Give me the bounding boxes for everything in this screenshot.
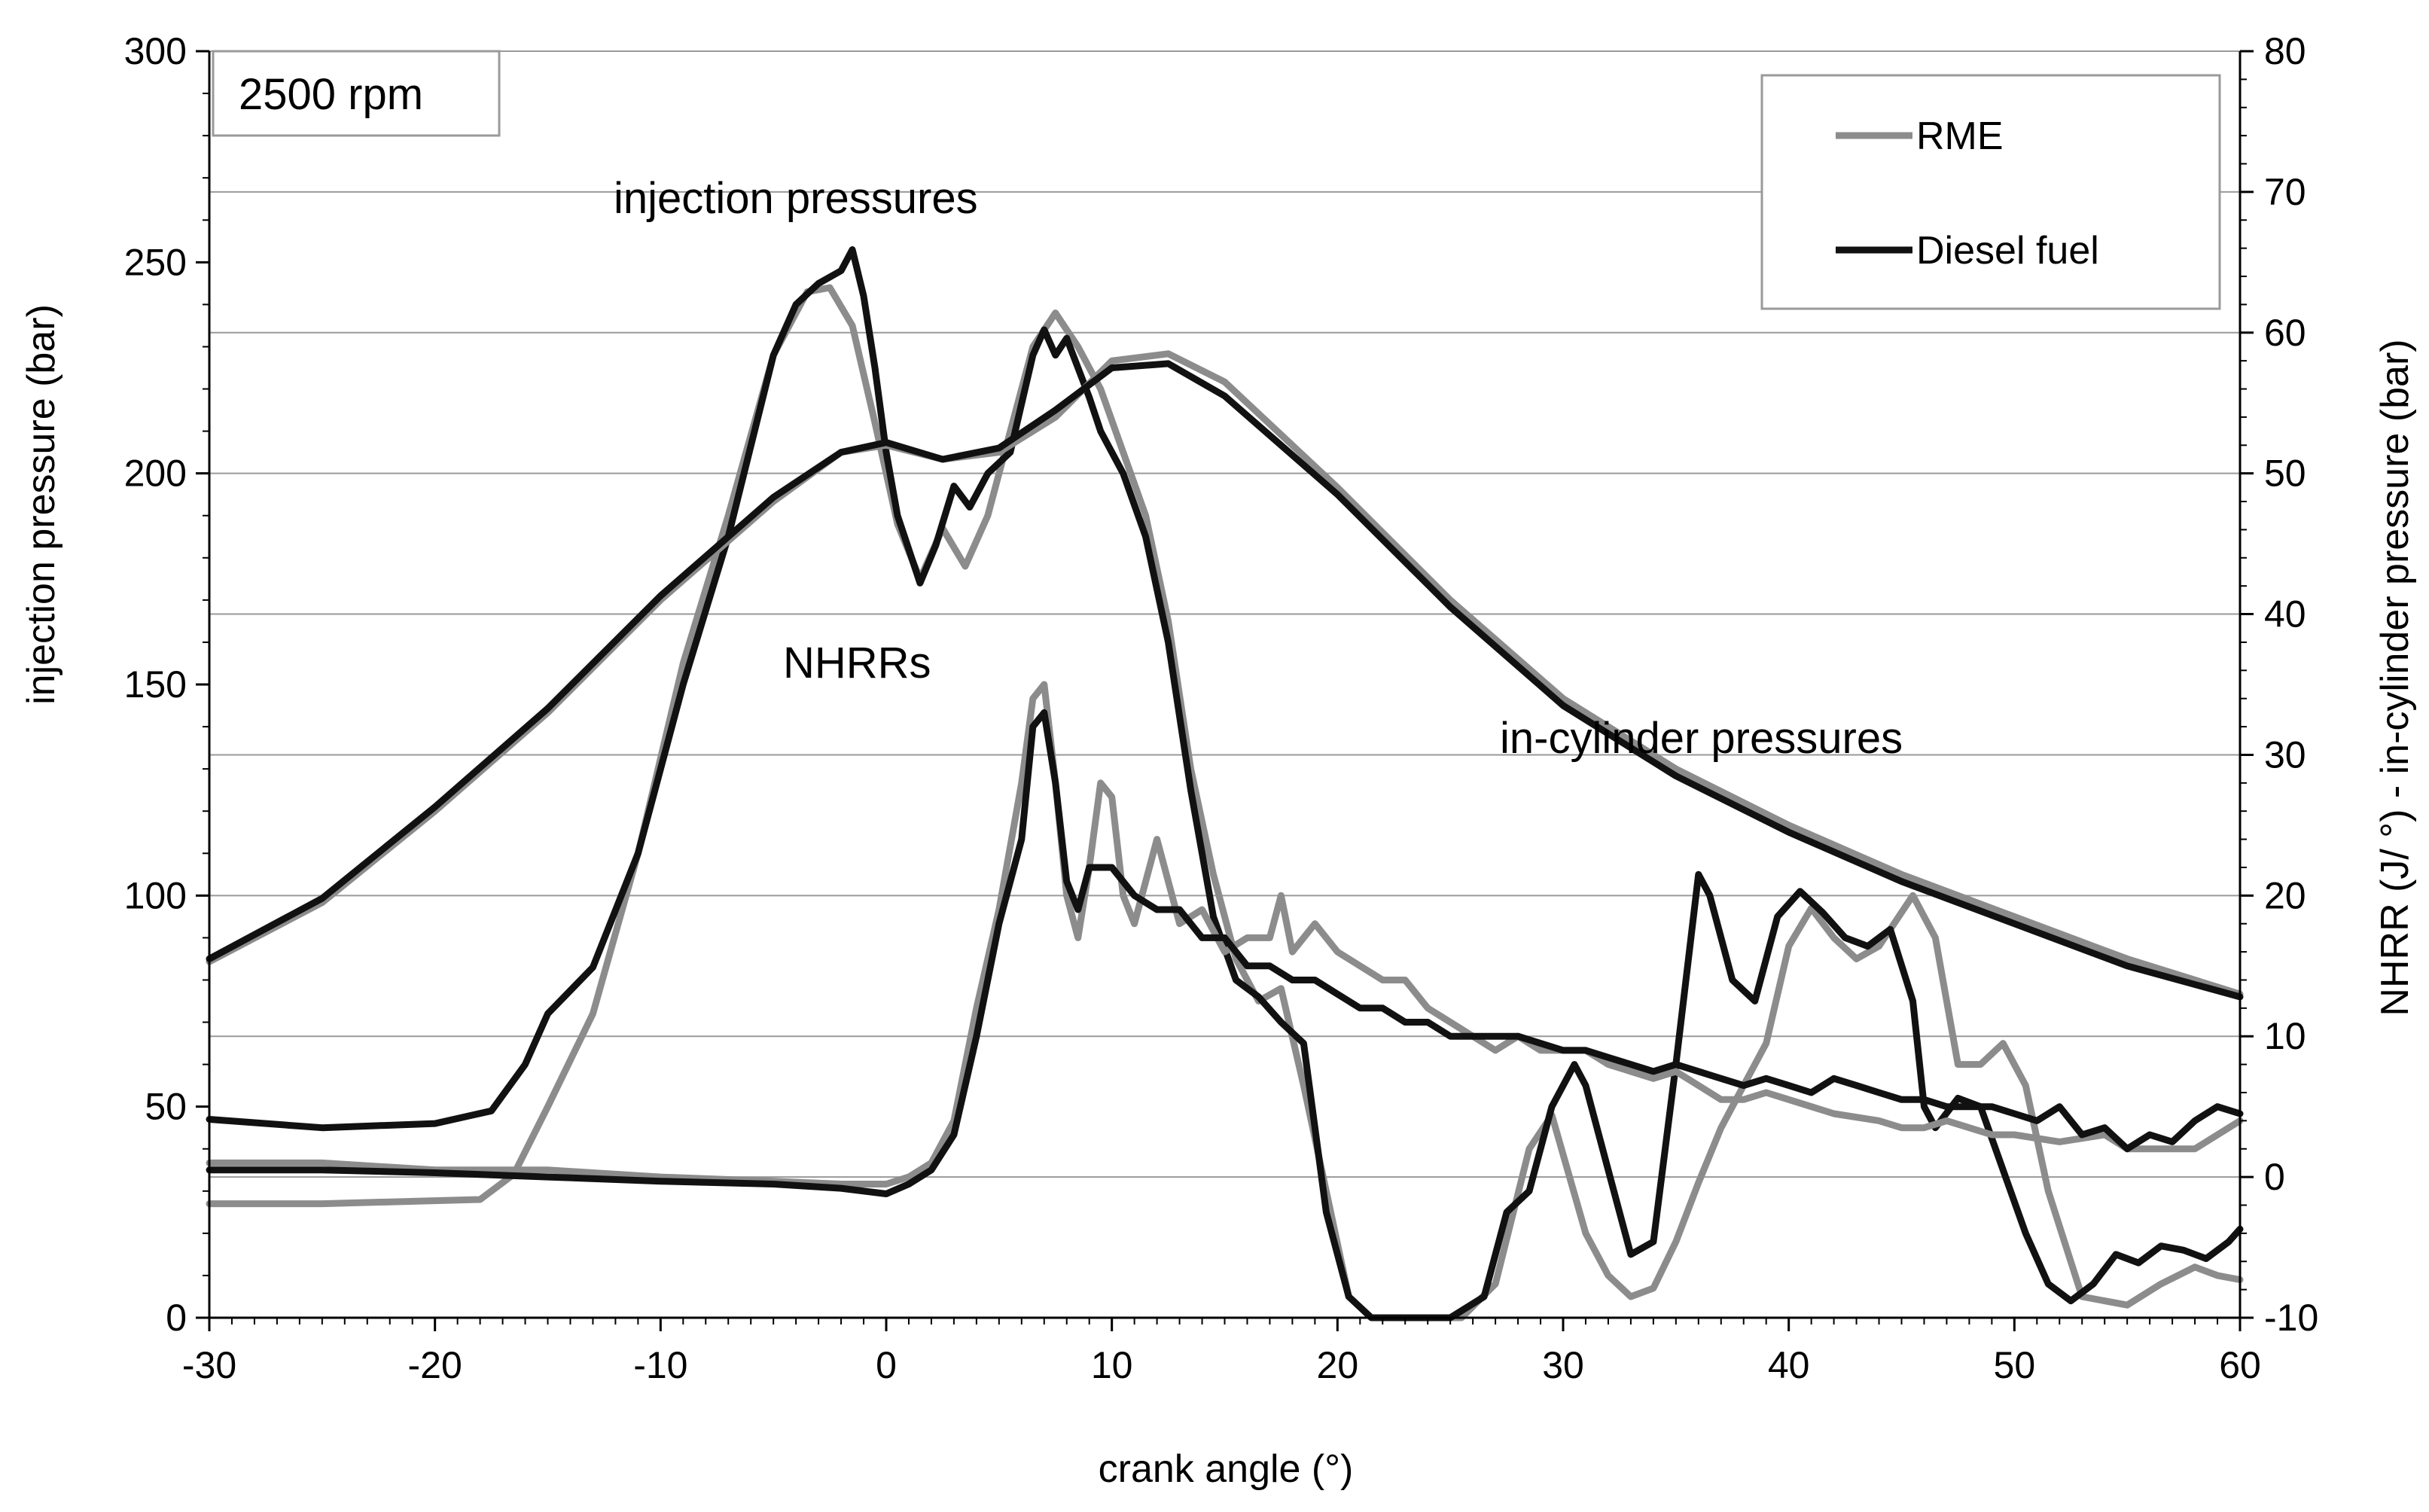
series-line-rme-nhrr [206, 681, 2244, 1187]
legend-label-diesel: Diesel fuel [1916, 229, 2099, 273]
y-left-tick-label: 200 [124, 453, 187, 495]
x-axis-title: crank angle (°) [1099, 1447, 1354, 1491]
y-left-tick-label: 0 [166, 1297, 187, 1339]
y-right-tick-label: 10 [2264, 1015, 2306, 1057]
y-left-tick-label: 50 [145, 1086, 187, 1128]
y-right-tick-label: 30 [2264, 733, 2306, 776]
y-left-tick-label: 150 [124, 663, 187, 706]
series-line-diesel-in-cylinder-pressure [206, 360, 2244, 1001]
series-line-diesel-nhrr [206, 709, 2244, 1197]
x-tick-label: -30 [182, 1344, 236, 1386]
y-axis-left-title: injection pressure (bar) [20, 304, 63, 705]
x-tick-label: 10 [1091, 1344, 1133, 1386]
y-right-tick-label: 20 [2264, 874, 2306, 916]
y-left-tick-label: 300 [124, 30, 187, 72]
grid-layer [209, 50, 2240, 1178]
x-tick-label: 50 [1994, 1344, 2036, 1386]
rpm-label: 2500 rpm [239, 70, 423, 119]
x-tick-label: 40 [1768, 1344, 1810, 1386]
series-layer [206, 246, 2244, 1321]
x-tick-label: 30 [1542, 1344, 1584, 1386]
y-right-tick-label: 80 [2264, 30, 2306, 72]
legend-frame [1760, 74, 2221, 310]
rpm-box-frame [212, 50, 501, 137]
x-tick-label: -10 [633, 1344, 687, 1386]
annotation-injection-pressures: injection pressures [614, 174, 978, 223]
y-right-tick-label: 70 [2264, 171, 2306, 213]
annotation-nhrrs: NHRRs [783, 639, 931, 687]
x-tick-label: 0 [876, 1344, 897, 1386]
series-line-diesel-injection-pressure [206, 246, 2244, 1321]
y-axis-right-title: NHRR (J/ °) - in-cylinder pressure (bar) [2373, 339, 2417, 1016]
x-tick-label: 20 [1317, 1344, 1359, 1386]
y-left-tick-label: 100 [124, 874, 187, 916]
x-tick-label: 60 [2219, 1344, 2261, 1386]
series-line-rme-injection-pressure [206, 284, 2244, 1321]
y-right-tick-label: 60 [2264, 312, 2306, 354]
y-right-tick-label: -10 [2264, 1297, 2318, 1339]
y-right-tick-label: 50 [2264, 453, 2306, 495]
y-right-tick-label: 0 [2264, 1156, 2285, 1198]
y-right-tick-label: 40 [2264, 593, 2306, 636]
legend-label-rme: RME [1916, 114, 2004, 158]
legend: RME Diesel fuel [1760, 74, 2221, 310]
y-left-tick-label: 250 [124, 241, 187, 283]
ticks-layer: -30 -20 -10 0 10 20 30 40 50 60050100150200250300… [124, 30, 2319, 1386]
series-line-rme-in-cylinder-pressure [206, 350, 2244, 998]
rpm-label-box: 2500 rpm [212, 50, 501, 137]
annotation-in-cylinder-pressures: in-cylinder pressures [1500, 714, 1903, 763]
x-tick-label: -20 [408, 1344, 462, 1386]
